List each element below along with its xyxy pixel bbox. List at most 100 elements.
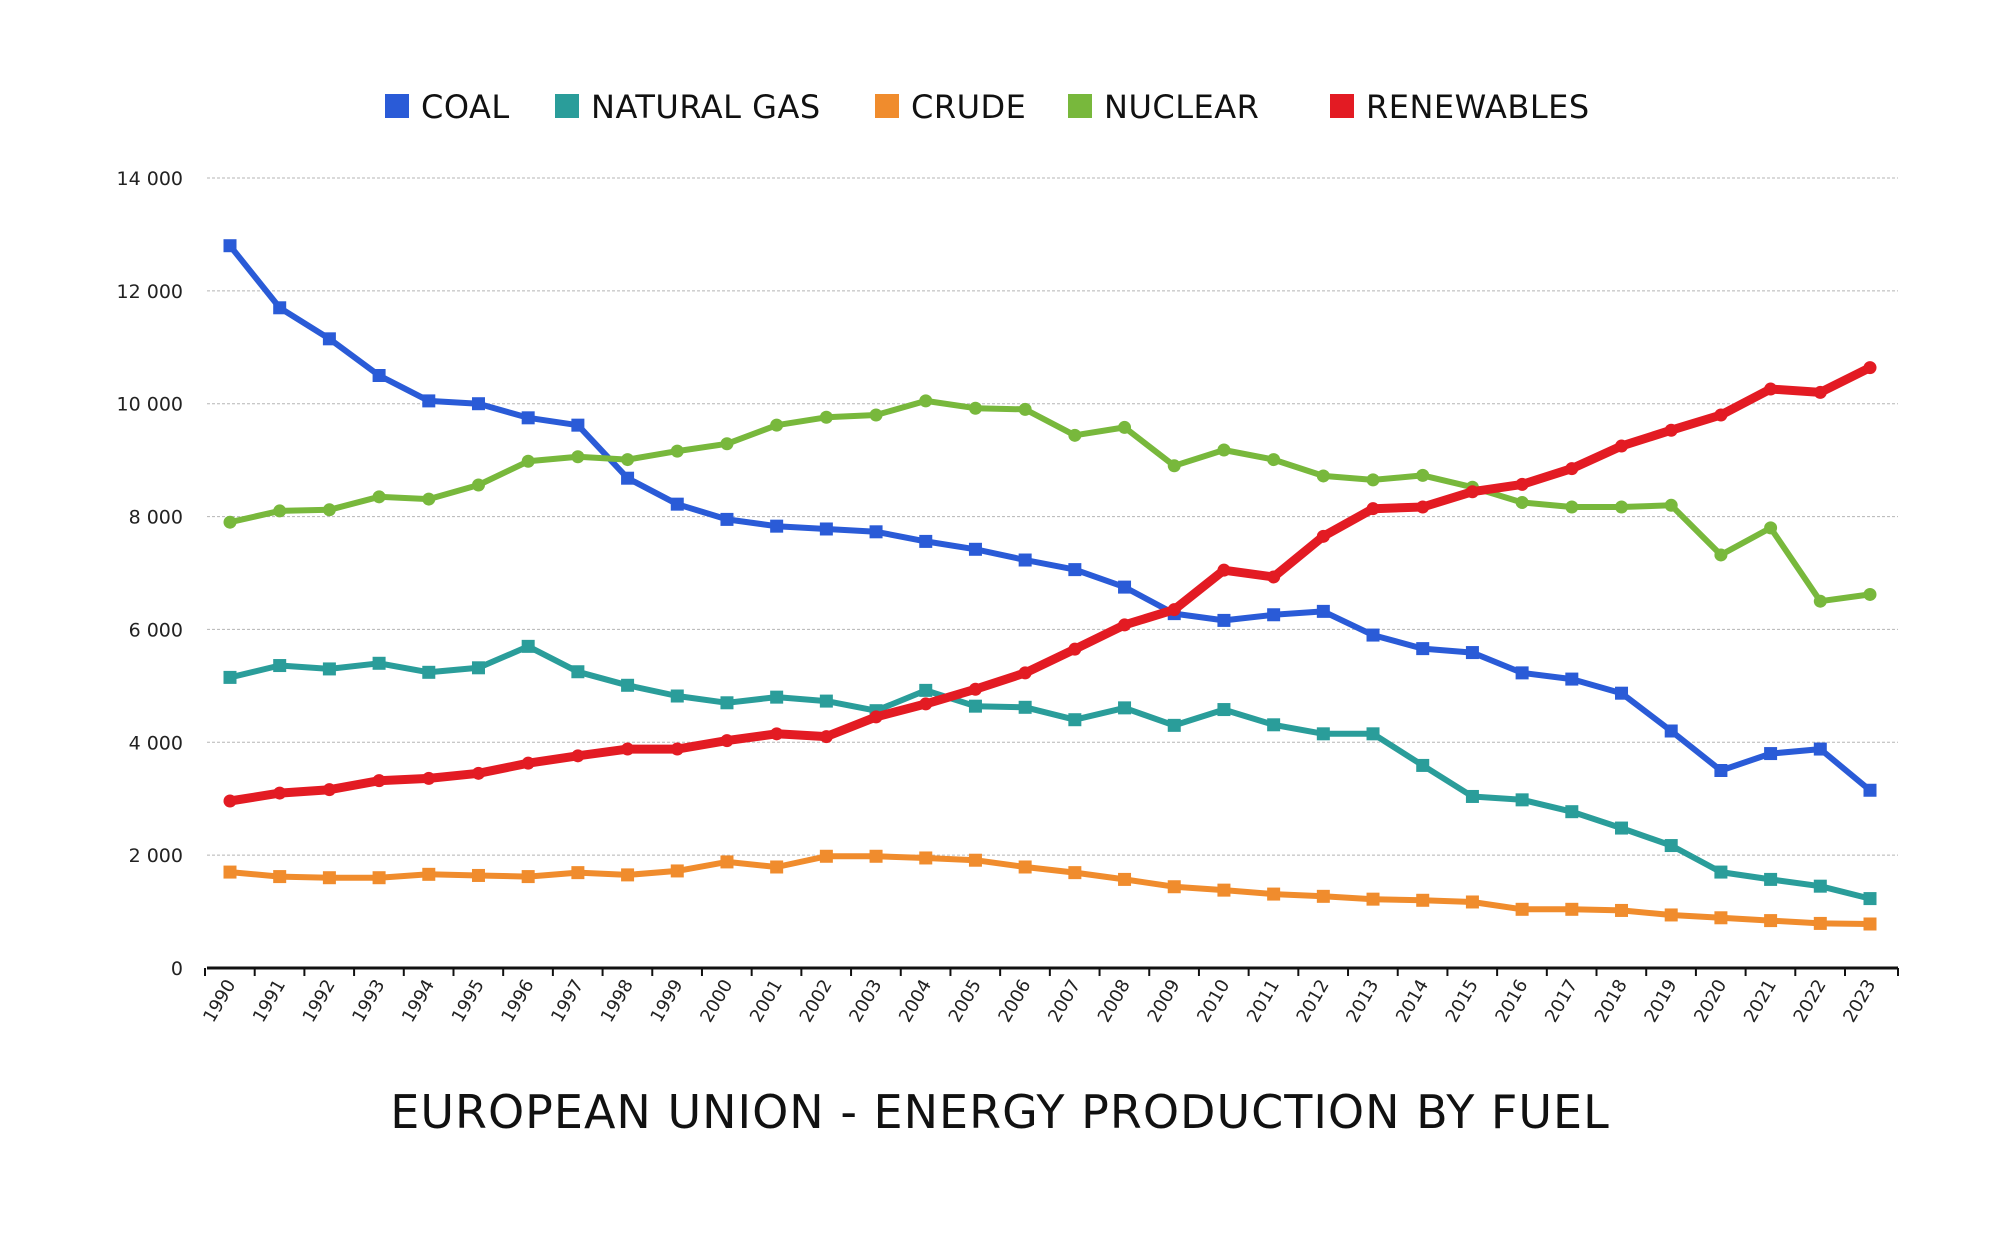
legend: COAL NATURAL GAS CRUDE NUCLEAR RENEWABLES xyxy=(385,88,1589,126)
data-point-crude xyxy=(1565,902,1579,916)
x-tick-label: 2002 xyxy=(796,976,837,1026)
data-point-coal xyxy=(1615,686,1629,700)
data-point-natural-gas xyxy=(1217,703,1231,717)
data-point-natural-gas xyxy=(1118,701,1132,715)
data-point-renewables xyxy=(1118,618,1132,632)
x-tick-label: 2009 xyxy=(1143,976,1184,1026)
x-tick-label: 1998 xyxy=(597,976,638,1026)
x-tick-label: 2011 xyxy=(1243,976,1284,1026)
data-point-natural-gas xyxy=(1615,821,1629,835)
data-point-nuclear xyxy=(869,408,883,422)
data-point-nuclear xyxy=(1167,459,1181,473)
data-point-renewables xyxy=(273,786,287,800)
data-point-nuclear xyxy=(422,492,436,506)
data-point-renewables xyxy=(720,734,734,748)
data-point-nuclear xyxy=(1764,521,1778,535)
data-point-renewables xyxy=(1863,361,1877,375)
data-point-coal xyxy=(1863,783,1877,797)
data-point-crude xyxy=(422,867,436,881)
data-point-natural-gas xyxy=(1366,727,1380,741)
legend-label-natural-gas: NATURAL GAS xyxy=(591,88,821,126)
data-point-crude xyxy=(720,855,734,869)
data-point-nuclear xyxy=(372,490,386,504)
data-point-nuclear xyxy=(471,478,485,492)
x-tick-label: 2008 xyxy=(1094,976,1135,1026)
x-tick-label: 2020 xyxy=(1690,976,1731,1026)
data-point-nuclear xyxy=(720,437,734,451)
x-tick-label: 2000 xyxy=(696,976,737,1026)
x-tick-label: 1997 xyxy=(547,976,588,1026)
data-point-crude xyxy=(1764,914,1778,928)
data-point-natural-gas xyxy=(571,665,585,679)
data-point-crude xyxy=(223,865,237,879)
x-tick-label: 1992 xyxy=(299,976,340,1026)
data-point-natural-gas xyxy=(1465,789,1479,803)
data-point-crude xyxy=(770,860,784,874)
axes: 0 2 000 4 000 6 000 8 000 10 000 12 000 14 000 1… xyxy=(117,168,1899,1026)
data-point-renewables xyxy=(670,742,684,756)
x-tick-label: 1995 xyxy=(448,976,489,1026)
data-point-coal xyxy=(770,519,784,533)
data-point-coal xyxy=(1118,580,1132,594)
data-point-renewables xyxy=(1267,570,1281,584)
data-point-coal xyxy=(223,239,237,253)
data-point-crude xyxy=(670,864,684,878)
data-point-nuclear xyxy=(1118,420,1132,434)
data-point-renewables xyxy=(1764,382,1778,396)
data-point-nuclear xyxy=(1267,453,1281,467)
data-point-nuclear xyxy=(621,453,635,467)
series-lines xyxy=(223,239,1877,931)
x-tick-label: 1994 xyxy=(398,976,439,1026)
data-point-natural-gas xyxy=(1316,727,1330,741)
y-tick-label: 14 000 xyxy=(117,168,183,190)
data-point-coal xyxy=(1316,604,1330,618)
series-renewables xyxy=(223,361,1877,808)
data-point-crude xyxy=(571,866,585,880)
data-point-crude xyxy=(1416,893,1430,907)
data-point-renewables xyxy=(1416,500,1430,514)
series-natural-gas xyxy=(223,639,1877,906)
data-point-coal xyxy=(621,471,635,485)
data-point-natural-gas xyxy=(1764,872,1778,886)
data-point-nuclear xyxy=(1813,594,1827,608)
data-point-crude xyxy=(273,870,287,884)
data-point-nuclear xyxy=(1863,587,1877,601)
data-point-coal xyxy=(670,497,684,511)
data-point-renewables xyxy=(1813,385,1827,399)
legend-item-coal: COAL xyxy=(385,88,510,126)
y-tick-label: 10 000 xyxy=(117,394,183,416)
data-point-renewables xyxy=(1664,423,1678,437)
x-tick-label: 2019 xyxy=(1640,976,1681,1026)
data-point-crude xyxy=(1267,887,1281,901)
x-tick-label: 2004 xyxy=(895,976,936,1026)
data-point-natural-gas xyxy=(422,665,436,679)
series-line-renewables xyxy=(225,363,1875,806)
data-point-natural-gas xyxy=(322,662,336,676)
data-point-natural-gas xyxy=(1714,865,1728,879)
data-point-nuclear xyxy=(819,410,833,424)
legend-label-nuclear: NUCLEAR xyxy=(1104,88,1259,126)
x-tick-label: 2017 xyxy=(1541,976,1582,1026)
data-point-nuclear xyxy=(1416,468,1430,482)
data-point-nuclear xyxy=(322,503,336,517)
x-tick-label: 1990 xyxy=(199,976,240,1026)
data-point-crude xyxy=(1714,911,1728,925)
data-point-crude xyxy=(521,870,535,884)
x-tick-label: 2001 xyxy=(746,976,787,1026)
data-point-crude xyxy=(1465,895,1479,909)
data-point-natural-gas xyxy=(968,699,982,713)
data-point-natural-gas xyxy=(521,639,535,653)
data-point-crude xyxy=(1068,866,1082,880)
data-point-natural-gas xyxy=(471,661,485,675)
x-tick-label: 2006 xyxy=(994,976,1035,1026)
legend-swatch-crude xyxy=(875,94,899,118)
data-point-natural-gas xyxy=(1267,718,1281,732)
data-point-nuclear xyxy=(1316,469,1330,483)
x-tick-label: 2013 xyxy=(1342,976,1383,1026)
data-point-renewables xyxy=(968,682,982,696)
legend-swatch-renewables xyxy=(1330,94,1354,118)
x-tick-label: 2014 xyxy=(1392,976,1433,1026)
data-point-coal xyxy=(1465,646,1479,660)
legend-label-coal: COAL xyxy=(421,88,510,126)
